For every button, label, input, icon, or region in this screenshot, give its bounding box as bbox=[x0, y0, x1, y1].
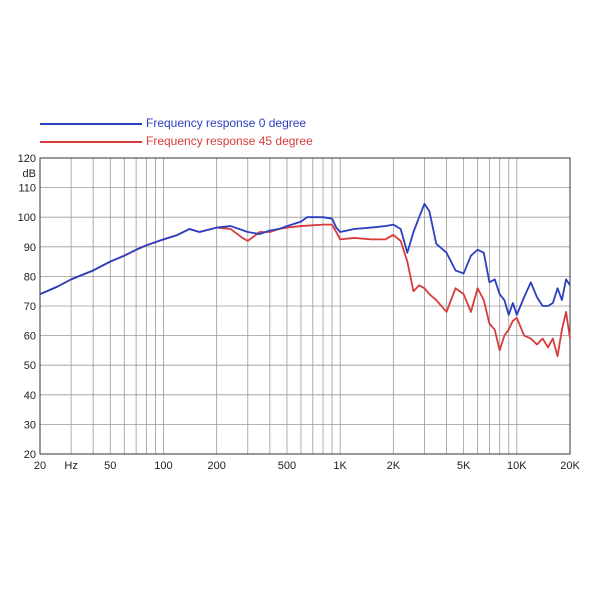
legend-swatch-0-degree bbox=[40, 122, 142, 125]
y-tick-label: 20 bbox=[24, 449, 36, 461]
series-lines bbox=[39, 202, 571, 358]
series-line bbox=[39, 202, 571, 316]
x-axis: 20 50 100 200 500 1K 2K 5K 10K 20K Hz bbox=[34, 460, 581, 472]
x-tick-label: 100 bbox=[154, 460, 172, 472]
legend-item-45-degree: Frequency response 45 degree bbox=[40, 134, 313, 148]
y-tick-label: 40 bbox=[24, 390, 36, 402]
y-tick-label: 80 bbox=[24, 271, 36, 283]
x-tick-label: 10K bbox=[507, 460, 527, 472]
x-tick-label: 20 bbox=[34, 460, 46, 472]
y-tick-label: 90 bbox=[24, 242, 36, 254]
x-tick-label: 5K bbox=[457, 460, 471, 472]
legend-label-0-degree: Frequency response 0 degree bbox=[146, 116, 307, 130]
x-tick-label: 500 bbox=[278, 460, 296, 472]
y-tick-label: 70 bbox=[24, 301, 36, 313]
plot-frame bbox=[39, 157, 571, 455]
grid-lines bbox=[40, 158, 570, 454]
y-tick-label: 30 bbox=[24, 419, 36, 431]
y-tick-label: 110 bbox=[18, 183, 36, 195]
x-tick-label: 200 bbox=[207, 460, 225, 472]
series-line bbox=[39, 223, 571, 358]
y-tick-label: 60 bbox=[24, 331, 36, 343]
y-axis: 20 30 40 50 60 70 80 90 100 110 120 dB bbox=[18, 153, 36, 461]
y-tick-label: 120 bbox=[18, 153, 36, 165]
x-tick-label: 20K bbox=[560, 460, 580, 472]
y-tick-label: 100 bbox=[18, 212, 36, 224]
x-axis-unit-label: Hz bbox=[64, 460, 77, 472]
y-tick-label: 50 bbox=[24, 360, 36, 372]
y-axis-label: dB bbox=[23, 168, 36, 180]
x-tick-label: 1K bbox=[333, 460, 347, 472]
legend-swatch-45-degree bbox=[40, 140, 142, 143]
x-tick-label: 2K bbox=[387, 460, 401, 472]
x-tick-label: 50 bbox=[104, 460, 116, 472]
legend-item-0-degree: Frequency response 0 degree bbox=[40, 116, 306, 130]
legend-label-45-degree: Frequency response 45 degree bbox=[146, 134, 313, 148]
